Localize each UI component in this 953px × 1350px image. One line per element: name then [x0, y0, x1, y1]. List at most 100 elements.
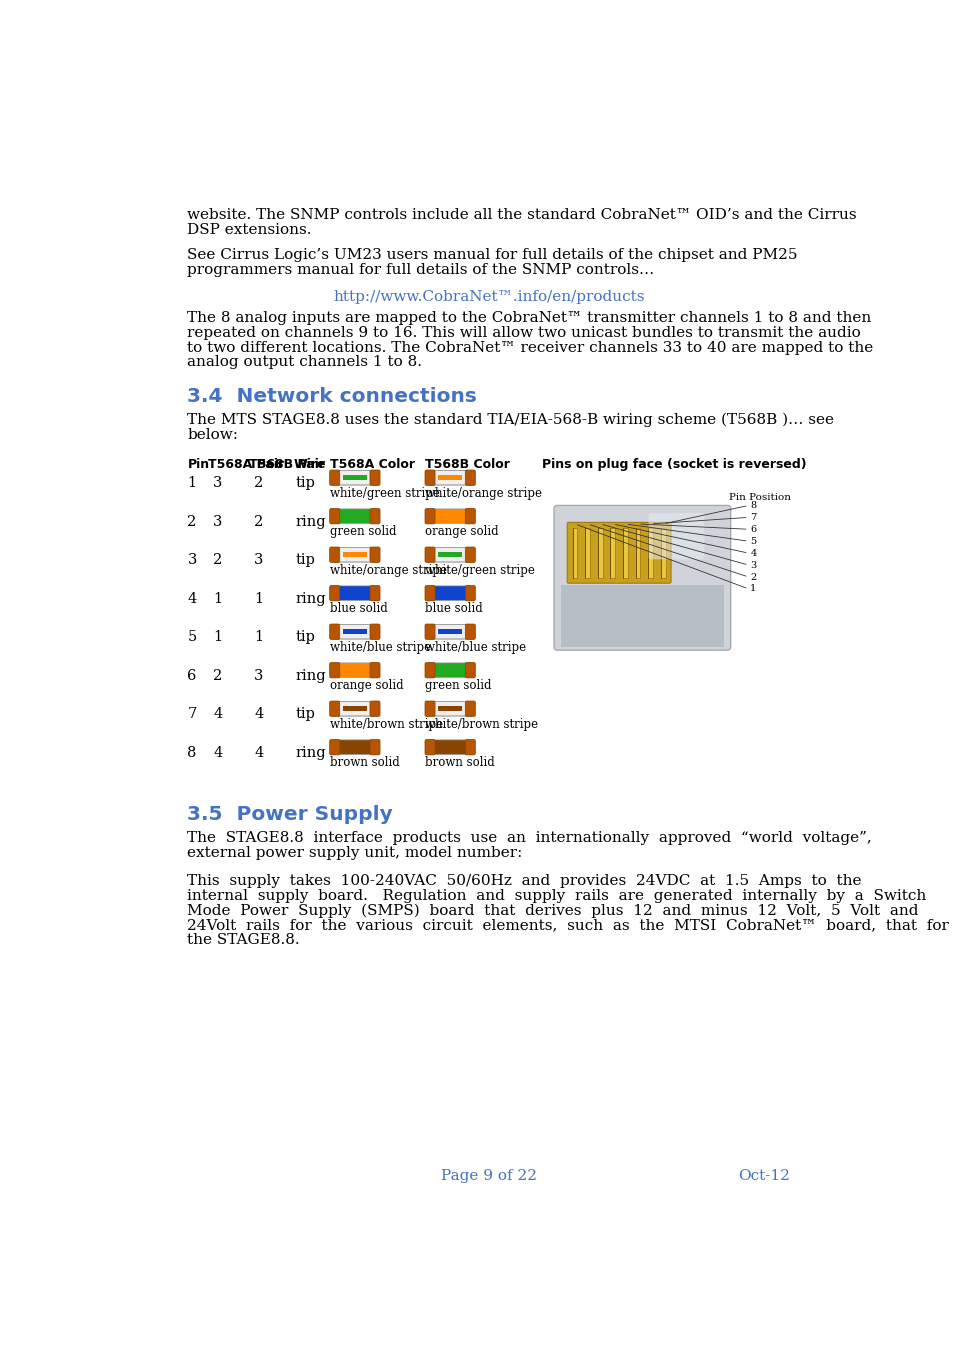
Text: 4: 4	[213, 707, 222, 721]
FancyBboxPatch shape	[370, 663, 379, 678]
Text: analog output channels 1 to 8.: analog output channels 1 to 8.	[187, 355, 422, 370]
Text: ring: ring	[294, 514, 326, 529]
Text: 2: 2	[187, 514, 196, 529]
FancyBboxPatch shape	[330, 509, 339, 524]
Bar	[648, 528, 652, 578]
Text: 6: 6	[749, 525, 756, 533]
Text: Pin: Pin	[187, 458, 210, 471]
Text: below:: below:	[187, 428, 238, 441]
Bar	[437, 475, 461, 481]
Text: 1: 1	[213, 630, 222, 644]
Text: tip: tip	[294, 477, 314, 490]
Text: internal  supply  board.   Regulation  and  supply  rails  are  generated  inter: internal supply board. Regulation and su…	[187, 888, 925, 903]
FancyBboxPatch shape	[424, 624, 435, 640]
FancyBboxPatch shape	[424, 509, 435, 524]
Text: http://www.CobraNet™.info/en/products: http://www.CobraNet™.info/en/products	[333, 290, 644, 304]
Text: 3: 3	[213, 477, 222, 490]
Text: 24Volt  rails  for  the  various  circuit  elements,  such  as  the  MTSI  Cobra: 24Volt rails for the various circuit ele…	[187, 918, 948, 932]
Text: 4: 4	[253, 707, 263, 721]
Text: the STAGE8.8.: the STAGE8.8.	[187, 933, 300, 946]
Text: 2: 2	[253, 477, 263, 490]
FancyBboxPatch shape	[427, 586, 473, 601]
FancyBboxPatch shape	[330, 740, 339, 755]
Text: 1: 1	[253, 591, 263, 606]
Text: See Cirrus Logic’s UM23 users manual for full details of the chipset and PM25: See Cirrus Logic’s UM23 users manual for…	[187, 248, 797, 262]
FancyBboxPatch shape	[424, 701, 435, 717]
Bar	[598, 528, 602, 578]
Text: repeated on channels 9 to 16. This will allow two unicast bundles to transmit th: repeated on channels 9 to 16. This will …	[187, 325, 861, 340]
Text: 2: 2	[253, 514, 263, 529]
FancyBboxPatch shape	[370, 470, 379, 486]
FancyBboxPatch shape	[370, 624, 379, 640]
FancyBboxPatch shape	[424, 740, 435, 755]
Text: 3: 3	[253, 668, 263, 683]
Bar	[584, 528, 589, 578]
Text: blue solid: blue solid	[330, 602, 387, 616]
Text: tip: tip	[294, 630, 314, 644]
Text: to two different locations. The CobraNet™ receiver channels 33 to 40 are mapped : to two different locations. The CobraNet…	[187, 340, 873, 355]
Text: The 8 analog inputs are mapped to the CobraNet™ transmitter channels 1 to 8 and : The 8 analog inputs are mapped to the Co…	[187, 312, 871, 325]
FancyBboxPatch shape	[424, 586, 435, 601]
FancyBboxPatch shape	[370, 740, 379, 755]
FancyBboxPatch shape	[427, 509, 473, 524]
FancyBboxPatch shape	[370, 547, 379, 563]
Text: 1: 1	[253, 630, 263, 644]
Text: 7: 7	[187, 707, 196, 721]
FancyBboxPatch shape	[332, 586, 377, 601]
FancyBboxPatch shape	[332, 702, 377, 716]
Text: 2: 2	[749, 572, 756, 582]
Text: green solid: green solid	[425, 679, 492, 693]
FancyBboxPatch shape	[330, 586, 339, 601]
FancyBboxPatch shape	[424, 547, 435, 563]
FancyBboxPatch shape	[332, 663, 377, 678]
FancyBboxPatch shape	[427, 470, 473, 485]
Text: 2: 2	[213, 554, 222, 567]
FancyBboxPatch shape	[332, 509, 377, 524]
FancyBboxPatch shape	[332, 740, 377, 755]
FancyBboxPatch shape	[648, 513, 703, 559]
Text: 3: 3	[187, 554, 196, 567]
Bar	[622, 528, 627, 578]
FancyBboxPatch shape	[465, 470, 475, 486]
Text: Wire: Wire	[294, 458, 326, 471]
Bar	[342, 629, 366, 634]
Text: 3: 3	[213, 514, 222, 529]
Text: 1: 1	[213, 591, 222, 606]
Bar	[437, 629, 461, 634]
FancyBboxPatch shape	[370, 509, 379, 524]
FancyBboxPatch shape	[427, 702, 473, 716]
Text: orange solid: orange solid	[425, 525, 498, 539]
FancyBboxPatch shape	[330, 663, 339, 678]
Text: The  STAGE8.8  interface  products  use  an  internationally  approved  “world  : The STAGE8.8 interface products use an i…	[187, 832, 871, 845]
Text: white/brown stripe: white/brown stripe	[425, 718, 537, 730]
Text: 3: 3	[749, 560, 756, 570]
FancyBboxPatch shape	[330, 547, 339, 563]
FancyBboxPatch shape	[465, 547, 475, 563]
Text: DSP extensions.: DSP extensions.	[187, 223, 312, 236]
FancyBboxPatch shape	[332, 470, 377, 485]
Text: white/orange stripe: white/orange stripe	[425, 487, 542, 500]
FancyBboxPatch shape	[554, 505, 730, 651]
FancyBboxPatch shape	[330, 624, 339, 640]
Bar	[660, 528, 665, 578]
Text: ring: ring	[294, 745, 326, 760]
Text: Oct-12: Oct-12	[738, 1169, 790, 1183]
Text: white/blue stripe: white/blue stripe	[425, 641, 526, 653]
FancyBboxPatch shape	[424, 663, 435, 678]
FancyBboxPatch shape	[370, 586, 379, 601]
Text: Pin Position: Pin Position	[728, 493, 790, 502]
Text: website. The SNMP controls include all the standard CobraNet™ OID’s and the Cirr: website. The SNMP controls include all t…	[187, 208, 856, 223]
Text: 5: 5	[187, 630, 196, 644]
Text: programmers manual for full details of the SNMP controls…: programmers manual for full details of t…	[187, 263, 654, 277]
Text: T568B Pair: T568B Pair	[249, 458, 325, 471]
Text: tip: tip	[294, 707, 314, 721]
Text: 7: 7	[749, 513, 756, 522]
Text: This  supply  takes  100-240VAC  50/60Hz  and  provides  24VDC  at  1.5  Amps  t: This supply takes 100-240VAC 50/60Hz and…	[187, 875, 862, 888]
FancyBboxPatch shape	[465, 586, 475, 601]
Bar	[635, 528, 639, 578]
Bar	[342, 552, 366, 558]
Text: tip: tip	[294, 554, 314, 567]
Text: white/blue stripe: white/blue stripe	[330, 641, 431, 653]
FancyBboxPatch shape	[330, 701, 339, 717]
Bar	[342, 706, 366, 711]
